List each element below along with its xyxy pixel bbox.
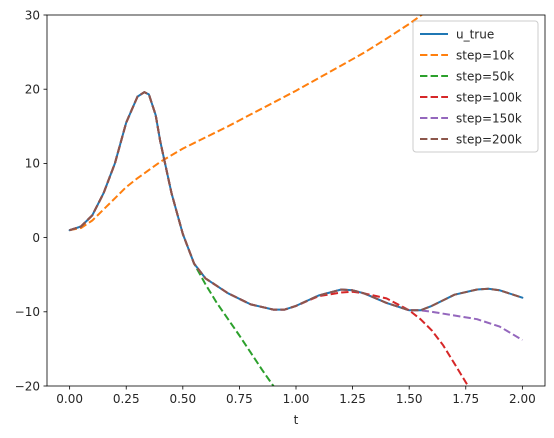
legend-box: [412, 20, 539, 153]
y-tick-label: 20: [25, 83, 40, 97]
y-axis: −20 −10 0 10 20 30: [15, 8, 47, 393]
x-tick-label: 0.75: [226, 392, 253, 406]
legend-label: step=100k: [456, 90, 522, 104]
legend-label: step=50k: [456, 69, 514, 83]
y-tick-label: 0: [32, 231, 40, 245]
x-tick-label: 0.50: [169, 392, 196, 406]
x-tick-label: 1.75: [452, 392, 479, 406]
legend-label: step=10k: [456, 48, 514, 62]
series-line-step-200k: [69, 91, 523, 312]
x-axis-title: t: [294, 413, 299, 427]
x-tick-label: 1.50: [396, 392, 423, 406]
legend: u_true step=10k step=50k step=100k step=150k…: [412, 20, 539, 153]
x-tick-label: 0.25: [113, 392, 140, 406]
y-tick-label: −20: [15, 379, 40, 393]
y-tick-label: 10: [25, 157, 40, 171]
x-tick-label: 0.00: [56, 392, 83, 406]
y-tick-label: −10: [15, 305, 40, 319]
legend-label: step=150k: [456, 111, 522, 125]
legend-label: step=200k: [456, 132, 522, 146]
x-tick-label: 1.00: [283, 392, 310, 406]
x-tick-label: 1.25: [339, 392, 366, 406]
y-tick-label: 30: [25, 8, 40, 22]
x-axis: 0.00 0.25 0.50 0.75 1.00 1.25 1.50 1.75 2.00: [56, 386, 536, 406]
series-line-step-10k: [69, 15, 424, 232]
series-layer: [68, 15, 524, 386]
legend-label: u_true: [456, 27, 494, 41]
x-tick-label: 2.00: [509, 392, 536, 406]
